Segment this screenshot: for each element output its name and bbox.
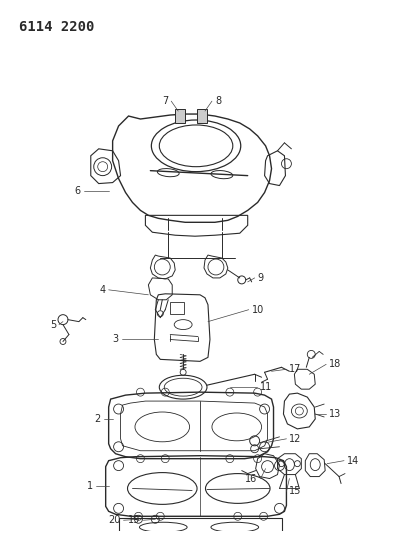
Text: 1: 1 <box>86 481 93 491</box>
Text: 18: 18 <box>329 359 341 369</box>
Text: 13: 13 <box>329 409 341 419</box>
Bar <box>119 518 282 533</box>
Text: 2: 2 <box>95 414 101 424</box>
Text: 16: 16 <box>245 473 257 483</box>
Text: 8: 8 <box>215 96 221 106</box>
Text: 11: 11 <box>259 382 272 392</box>
Text: 7: 7 <box>162 96 168 106</box>
Text: 20: 20 <box>108 515 121 525</box>
Text: 10: 10 <box>252 305 264 314</box>
Bar <box>175 109 185 123</box>
Text: 5: 5 <box>50 320 56 329</box>
Text: 3: 3 <box>113 335 119 344</box>
Text: 14: 14 <box>347 456 359 466</box>
Text: 6: 6 <box>75 185 81 196</box>
Text: 4: 4 <box>100 285 106 295</box>
Text: 17: 17 <box>289 364 302 374</box>
Text: 9: 9 <box>257 273 264 283</box>
Text: 6114 2200: 6114 2200 <box>19 20 95 34</box>
Bar <box>170 302 184 314</box>
Text: 15: 15 <box>289 487 302 496</box>
Text: 19: 19 <box>128 515 140 525</box>
Text: 12: 12 <box>289 434 302 444</box>
Bar <box>197 109 207 123</box>
